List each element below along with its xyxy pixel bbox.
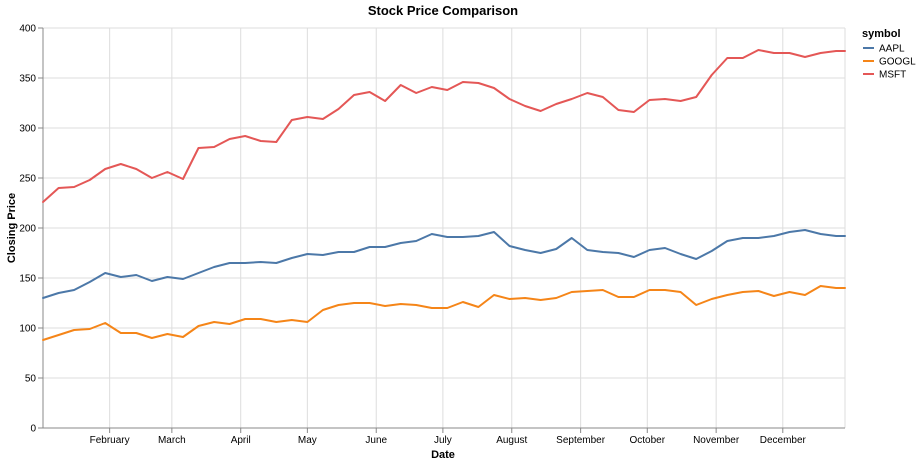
- x-tick-label: March: [158, 435, 186, 446]
- x-tick-label: November: [693, 435, 740, 446]
- x-tick-label: July: [434, 435, 452, 446]
- y-tick-label: 0: [30, 424, 36, 435]
- x-tick-label: September: [556, 435, 606, 446]
- x-tick-label: December: [760, 435, 807, 446]
- y-tick-label: 350: [19, 74, 36, 85]
- y-tick-label: 150: [19, 274, 36, 285]
- series-line-msft: [42, 49, 846, 203]
- legend: symbol AAPL GOOGL MSFT: [862, 28, 916, 81]
- y-tick-label: 250: [19, 174, 36, 185]
- chart-title: Stock Price Comparison: [368, 3, 518, 18]
- y-tick-label: 300: [19, 124, 36, 135]
- x-tick-label: October: [629, 435, 665, 446]
- grid-lines: [43, 27, 846, 429]
- y-tick-label: 100: [19, 324, 36, 335]
- axes: 0 50 100 150 200 250 300 350 400 February March Apr…: [19, 24, 845, 446]
- y-tick-label: 200: [19, 224, 36, 235]
- x-tick-label: February: [90, 435, 130, 446]
- series-line-googl: [42, 285, 846, 341]
- legend-title: symbol: [862, 28, 901, 40]
- legend-label-googl: GOOGL: [879, 57, 916, 68]
- x-tick-label: August: [496, 435, 527, 446]
- series-lines: [42, 49, 846, 341]
- y-axis-title: Closing Price: [6, 193, 18, 263]
- legend-label-msft: MSFT: [879, 70, 906, 81]
- series-line-aapl: [42, 229, 846, 299]
- legend-label-aapl: AAPL: [879, 44, 905, 55]
- y-tick-label: 400: [19, 24, 36, 35]
- y-tick-label: 50: [25, 374, 37, 385]
- x-tick-label: May: [298, 435, 317, 446]
- x-tick-label: April: [231, 435, 251, 446]
- x-axis-title: Date: [431, 449, 455, 461]
- x-tick-label: June: [365, 435, 387, 446]
